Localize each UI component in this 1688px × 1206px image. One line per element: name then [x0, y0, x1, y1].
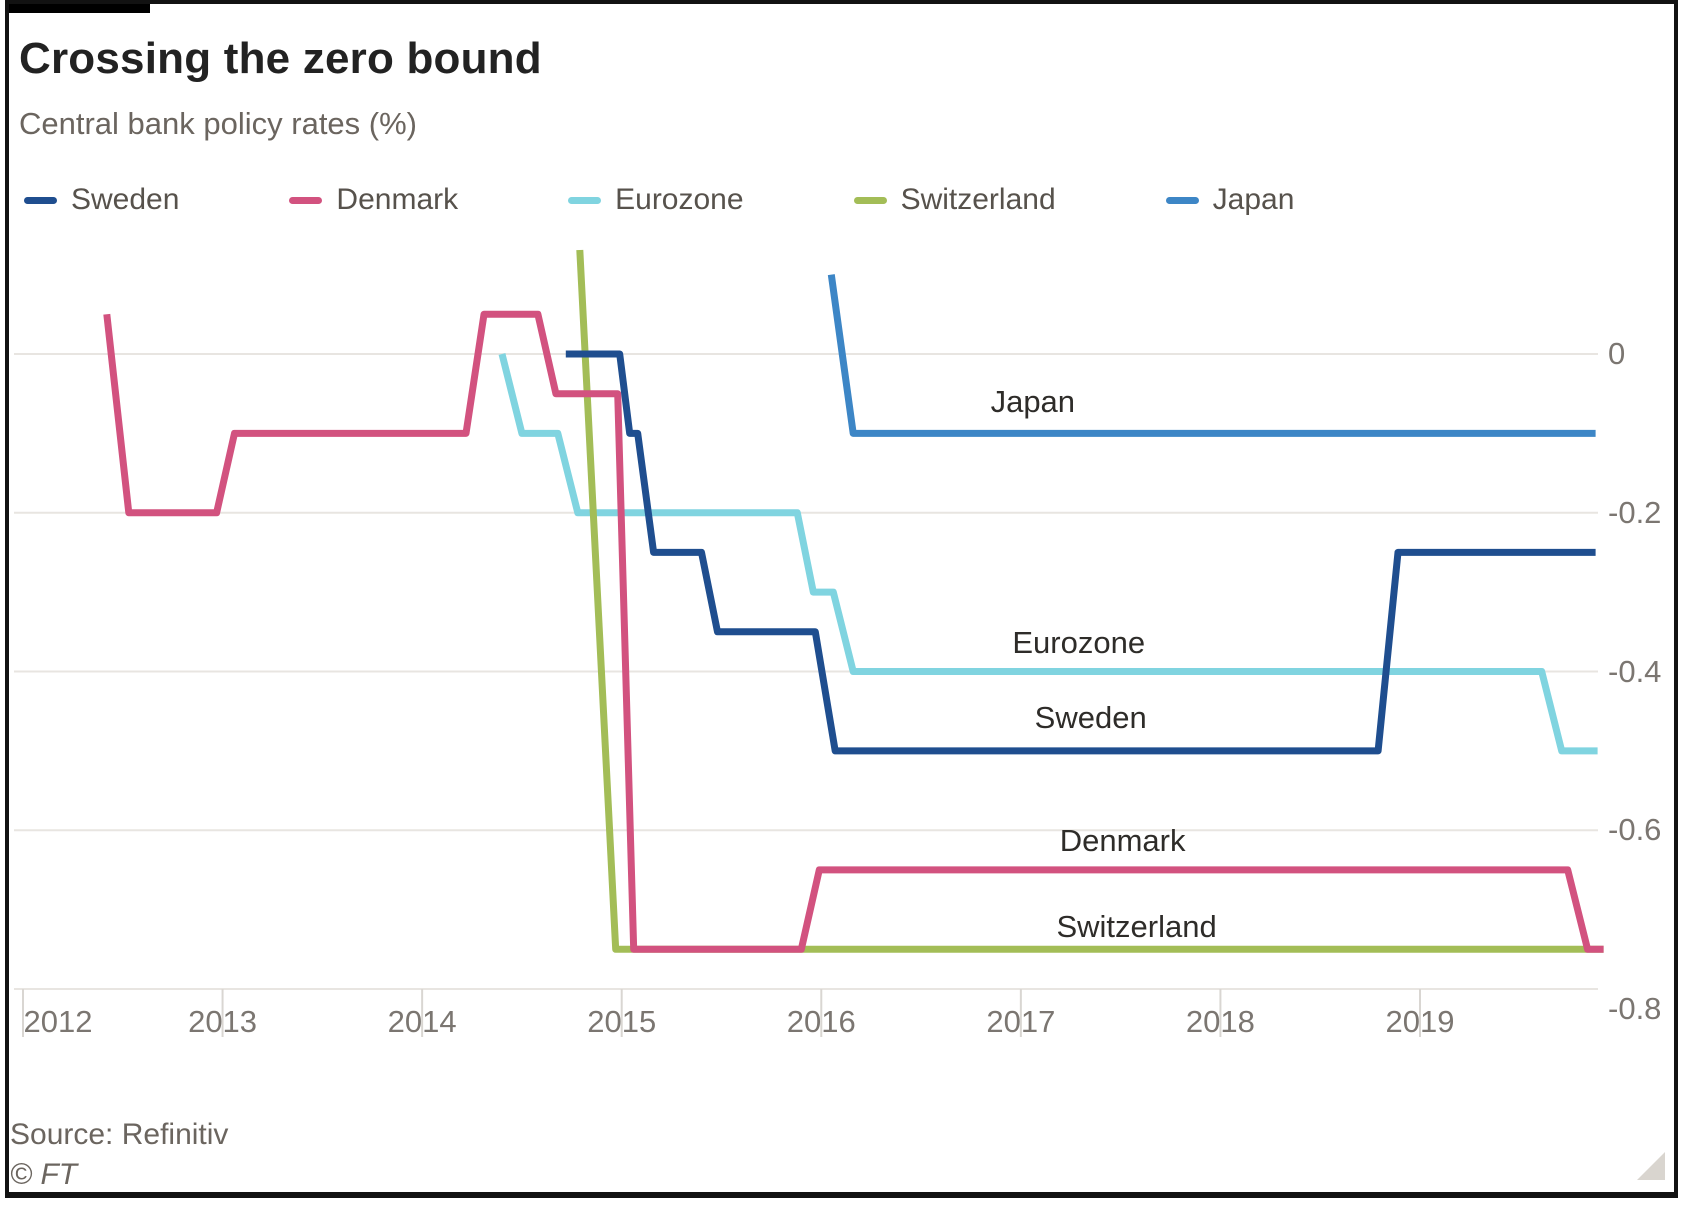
- line-label-japan: Japan: [990, 384, 1076, 420]
- legend-item-switzerland: Switzerland: [853, 183, 1056, 217]
- series-line-sweden: [565, 350, 1596, 755]
- y-axis-label--0.6: -0.6: [1608, 812, 1662, 848]
- series-line-switzerland: [576, 249, 1604, 953]
- series-line-japan: [827, 274, 1596, 437]
- source-text: Source: Refinitiv: [10, 1118, 229, 1151]
- legend: Sweden Denmark Eurozone Switzerland Japan: [24, 183, 1295, 217]
- x-axis-label-2016: 2016: [786, 1004, 856, 1039]
- series-line-eurozone: [498, 353, 1598, 755]
- ft-copyright: © FT: [10, 1158, 78, 1191]
- legend-item-denmark: Denmark: [289, 183, 458, 217]
- x-axis-label-2012: 2012: [23, 1004, 93, 1039]
- legend-swatch-icon: [24, 196, 57, 204]
- line-label-denmark: Denmark: [1059, 823, 1186, 859]
- x-axis-label-2018: 2018: [1185, 1004, 1255, 1039]
- series-line-denmark: [103, 310, 1604, 953]
- x-axis-label-2014: 2014: [387, 1004, 457, 1039]
- legend-label: Switzerland: [900, 183, 1056, 216]
- legend-item-sweden: Sweden: [24, 183, 179, 217]
- legend-item-japan: Japan: [1165, 183, 1295, 217]
- legend-swatch-icon: [853, 196, 887, 204]
- legend-swatch-icon: [289, 196, 323, 204]
- x-axis-label-2015: 2015: [587, 1004, 657, 1039]
- chart-subtitle: Central bank policy rates (%): [19, 106, 417, 141]
- x-axis-label-2017: 2017: [986, 1004, 1056, 1039]
- y-axis-label-0: 0: [1608, 336, 1626, 371]
- legend-label: Japan: [1212, 183, 1295, 216]
- line-label-eurozone: Eurozone: [1012, 624, 1146, 660]
- chart-title: Crossing the zero bound: [19, 34, 542, 83]
- legend-swatch-icon: [1165, 196, 1199, 204]
- line-label-sweden: Sweden: [1034, 700, 1147, 736]
- y-axis-label--0.8: -0.8: [1608, 991, 1662, 1026]
- resize-handle-icon: [1637, 1152, 1665, 1180]
- legend-swatch-icon: [568, 196, 602, 204]
- y-axis-label--0.4: -0.4: [1608, 653, 1662, 689]
- y-axis-label--0.2: -0.2: [1608, 494, 1662, 530]
- line-label-switzerland: Switzerland: [1056, 908, 1217, 944]
- legend-item-eurozone: Eurozone: [568, 183, 744, 217]
- x-axis-label-2013: 2013: [188, 1004, 258, 1039]
- x-axis-label-2019: 2019: [1385, 1004, 1455, 1039]
- legend-label: Eurozone: [615, 183, 744, 216]
- legend-label: Sweden: [71, 183, 180, 216]
- legend-label: Denmark: [336, 183, 459, 216]
